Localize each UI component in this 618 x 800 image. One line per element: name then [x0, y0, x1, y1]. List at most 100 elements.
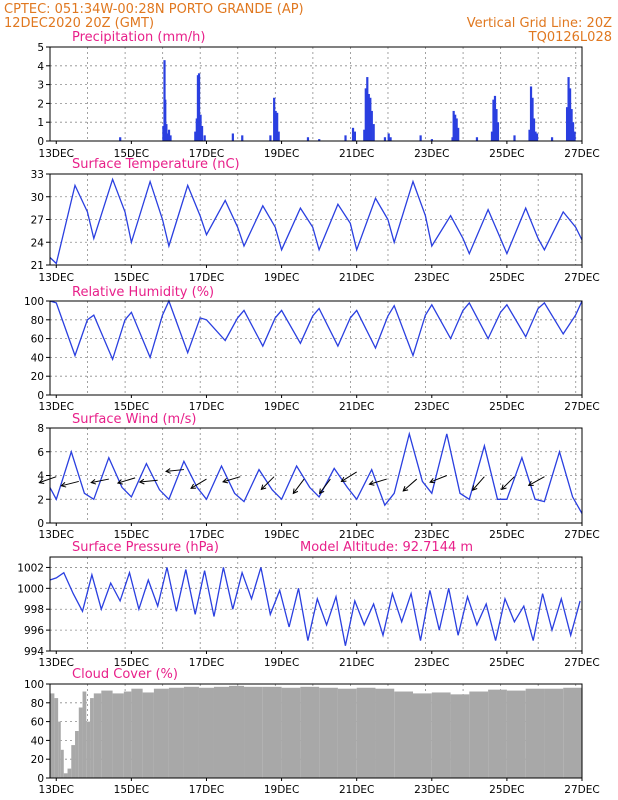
precipitation-title: Precipitation (mm/h): [72, 30, 205, 45]
precipitation-bar: [529, 86, 533, 141]
x-tick-label: 13DEC: [39, 272, 74, 284]
pressure-panel: Surface Pressure (hPa) Model Altitude: 9…: [17, 540, 599, 669]
cloud-cover-title: Cloud Cover (%): [72, 667, 178, 682]
plot-frame: [49, 46, 583, 142]
x-tick-label: 17DEC: [189, 529, 224, 541]
cloud-cover-bar: [213, 686, 230, 778]
precipitation-bar: [318, 139, 321, 141]
precipitation-bar: [369, 97, 372, 141]
precipitation-bar: [490, 131, 494, 141]
x-tick-label: 15DEC: [114, 657, 149, 669]
precipitation-bar: [363, 129, 366, 141]
x-tick-label: 23DEC: [414, 272, 449, 284]
precipitation-bar: [531, 97, 534, 141]
precipitation-bar: [419, 135, 422, 141]
y-tick-label: 60: [31, 717, 44, 729]
precipitation-bar: [573, 131, 576, 141]
wind-arrow-shaft: [260, 476, 275, 490]
y-tick-label: 0: [37, 136, 44, 148]
plot-frame: [49, 173, 583, 266]
wind-arrow-head: [292, 488, 299, 495]
precipitation-bar: [455, 118, 458, 141]
wind-arrow-head: [260, 484, 267, 491]
x-tick-label: 25DEC: [489, 148, 524, 160]
x-tick-label: 15DEC: [114, 148, 149, 160]
x-tick-label: 23DEC: [414, 784, 449, 796]
cloud-cover-bar: [112, 693, 124, 778]
x-tick-label: 19DEC: [264, 148, 299, 160]
y-tick-label: 5: [37, 42, 44, 54]
cloud-cover-bar: [67, 768, 72, 778]
precipitation-bar: [454, 114, 457, 141]
x-tick-label: 27DEC: [564, 529, 599, 541]
x-tick-label: 17DEC: [189, 148, 224, 160]
y-tick-label: 6: [37, 447, 44, 459]
cloud-cover-bar: [82, 691, 87, 778]
wind-arrow-shaft: [139, 479, 158, 483]
wind-arrow-head: [190, 483, 197, 489]
wind-arrow: [368, 478, 387, 486]
y-tick-label: 40: [31, 735, 44, 747]
precipitation-bar: [565, 107, 569, 141]
header-grid-note: Vertical Grid Line: 20Z: [467, 16, 612, 31]
wind-arrow-shaft: [402, 478, 418, 492]
wind-arrow: [138, 478, 158, 485]
wind-arrow-head: [90, 478, 97, 485]
y-tick-label: 996: [24, 625, 44, 637]
wind-arrow-head: [222, 477, 229, 484]
precipitation-bar: [383, 137, 387, 141]
plot-frame: [49, 683, 583, 779]
x-tick-label: 19DEC: [264, 529, 299, 541]
x-tick-label: 27DEC: [564, 784, 599, 796]
series-line: [49, 177, 583, 265]
x-tick-label: 17DEC: [189, 272, 224, 284]
precipitation-bar: [532, 118, 536, 141]
cloud-cover-bar: [90, 698, 94, 778]
cloud-cover-bar: [123, 691, 132, 778]
y-tick-label: 1000: [17, 583, 44, 595]
precipitation-bar: [496, 122, 500, 141]
cloud-cover-panel: Cloud Cover (%) 0 20 40 60 80 100 13DEC 15DEC 17…: [24, 667, 600, 796]
x-tick-label: 21DEC: [339, 401, 374, 413]
temperature-title: Surface Temperature (nC): [72, 157, 240, 172]
x-tick-label: 19DEC: [264, 401, 299, 413]
x-tick-label: 25DEC: [489, 784, 524, 796]
precipitation-bar: [451, 137, 454, 141]
precipitation-bar: [274, 110, 277, 141]
wind-arrow-shaft: [39, 476, 57, 484]
y-tick-label: 21: [31, 260, 44, 272]
wind-arrow-shaft: [319, 478, 331, 494]
y-tick-label: 60: [31, 334, 44, 346]
y-tick-label: 2: [37, 98, 44, 110]
wind-arrow-head: [471, 485, 478, 492]
cloud-cover-bar: [60, 749, 64, 778]
precipitation-bar: [203, 135, 206, 141]
wind-arrow: [190, 478, 207, 489]
cloud-cover-bar: [281, 687, 301, 778]
cloud-cover-bar: [544, 688, 564, 778]
wind-arrow-head: [402, 486, 409, 492]
wind-arrow-head: [38, 478, 45, 484]
cloud-cover-bar: [71, 745, 76, 778]
wind-arrow: [429, 475, 447, 484]
wind-arrow: [116, 477, 136, 485]
precipitation-bar: [570, 109, 573, 141]
cloud-cover-bar: [75, 731, 79, 778]
series-line: [49, 299, 583, 362]
cloud-cover-bar: [54, 698, 59, 778]
precipitation-bar: [269, 135, 272, 141]
y-tick-label: 80: [31, 698, 44, 710]
wind-arrow-head: [60, 482, 67, 488]
precipitation-bar: [493, 95, 497, 141]
cloud-cover-bar: [198, 687, 214, 778]
humidity-title: Relative Humidity (%): [72, 285, 214, 300]
wind-arrow-shaft: [190, 478, 207, 489]
precipitation-bar: [197, 73, 201, 141]
precipitation-bar: [277, 131, 280, 141]
precipitation-bar: [492, 99, 495, 141]
x-tick-label: 21DEC: [339, 529, 374, 541]
cloud-cover-bar: [63, 773, 68, 778]
cloud-cover-bar: [563, 687, 582, 778]
x-tick-label: 19DEC: [264, 657, 299, 669]
y-tick-label: 100: [24, 296, 44, 308]
